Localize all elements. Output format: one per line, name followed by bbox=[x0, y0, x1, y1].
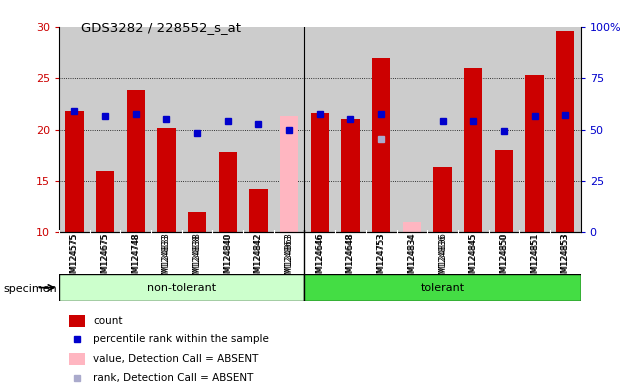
Text: count: count bbox=[93, 316, 122, 326]
Bar bbox=[433, 167, 451, 232]
Text: GSM124836: GSM124836 bbox=[438, 233, 447, 283]
Text: tolerant: tolerant bbox=[420, 283, 465, 293]
FancyBboxPatch shape bbox=[70, 353, 85, 365]
Bar bbox=[157, 127, 176, 232]
Bar bbox=[464, 68, 483, 232]
Bar bbox=[556, 31, 574, 232]
Bar bbox=[188, 212, 206, 232]
Text: GSM124833: GSM124833 bbox=[162, 233, 171, 283]
Bar bbox=[372, 58, 391, 232]
Bar bbox=[127, 89, 145, 232]
Text: GSM124646: GSM124646 bbox=[315, 233, 324, 283]
Bar bbox=[310, 113, 329, 232]
Text: GSM124853: GSM124853 bbox=[561, 233, 570, 283]
Text: GSM124850: GSM124850 bbox=[499, 233, 509, 283]
Text: value, Detection Call = ABSENT: value, Detection Call = ABSENT bbox=[93, 354, 258, 364]
Text: GSM124748: GSM124748 bbox=[131, 233, 140, 283]
Bar bbox=[402, 222, 421, 232]
Text: GSM124753: GSM124753 bbox=[377, 233, 386, 283]
Text: non-tolerant: non-tolerant bbox=[147, 283, 216, 293]
FancyBboxPatch shape bbox=[304, 274, 581, 301]
Text: GSM124863: GSM124863 bbox=[284, 233, 294, 283]
Bar bbox=[495, 150, 513, 232]
FancyBboxPatch shape bbox=[59, 274, 304, 301]
Text: GSM124838: GSM124838 bbox=[193, 233, 202, 283]
Text: GSM124840: GSM124840 bbox=[224, 233, 232, 283]
Bar bbox=[525, 75, 544, 232]
FancyBboxPatch shape bbox=[70, 315, 85, 327]
Bar bbox=[280, 116, 298, 232]
Bar bbox=[342, 119, 360, 232]
Text: rank, Detection Call = ABSENT: rank, Detection Call = ABSENT bbox=[93, 374, 253, 384]
Text: GSM124851: GSM124851 bbox=[530, 233, 539, 283]
Text: GSM124845: GSM124845 bbox=[469, 233, 478, 283]
Bar bbox=[249, 189, 268, 232]
Bar bbox=[219, 152, 237, 232]
Text: GSM124842: GSM124842 bbox=[254, 233, 263, 283]
Text: specimen: specimen bbox=[3, 284, 57, 294]
Text: percentile rank within the sample: percentile rank within the sample bbox=[93, 334, 269, 344]
Text: GSM124648: GSM124648 bbox=[346, 233, 355, 283]
Text: GSM124675: GSM124675 bbox=[101, 233, 109, 283]
Text: GSM124575: GSM124575 bbox=[70, 233, 79, 283]
Text: GSM124834: GSM124834 bbox=[407, 233, 416, 283]
Text: GDS3282 / 228552_s_at: GDS3282 / 228552_s_at bbox=[81, 21, 241, 34]
Bar bbox=[65, 111, 84, 232]
Bar bbox=[96, 170, 114, 232]
